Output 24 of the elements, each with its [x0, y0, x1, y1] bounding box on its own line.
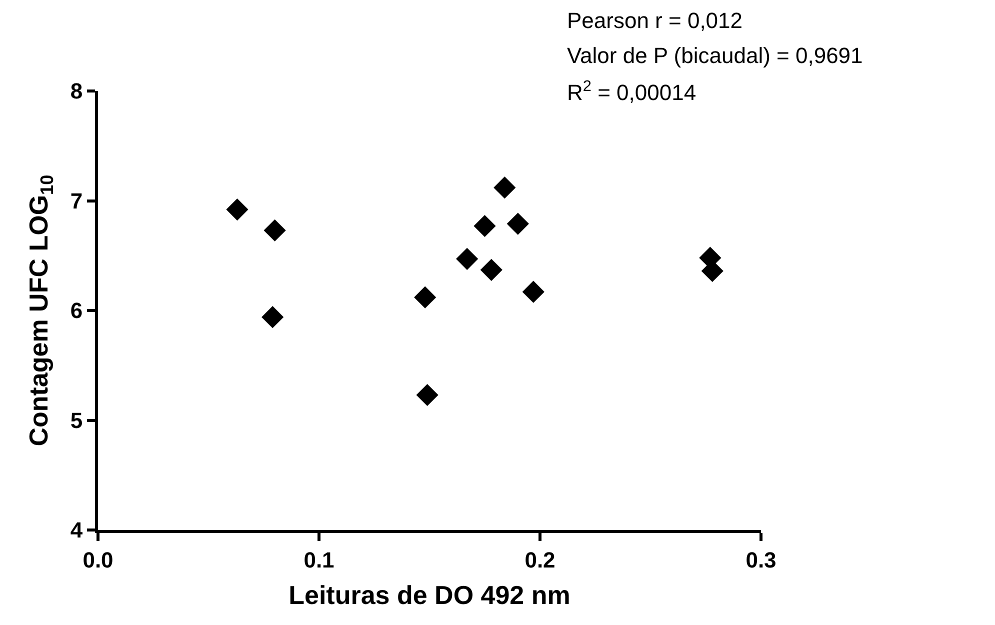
x-tick-label: 0.0	[82, 547, 114, 572]
text: Pearson r = 0,012	[567, 8, 743, 33]
point	[226, 198, 248, 221]
x-tick-label: 0.2	[524, 547, 556, 572]
y-tick-label: 4	[70, 518, 84, 543]
point	[264, 219, 286, 242]
point	[480, 258, 502, 281]
point	[494, 176, 516, 199]
point	[474, 214, 496, 238]
point	[506, 212, 529, 235]
x-axis-title: Leituras de DO 492 nm	[288, 580, 570, 610]
point	[522, 280, 544, 303]
annotation: R$^{2}$ = 0,00014	[567, 78, 696, 106]
text: Valor de P (bicaudal) = 0,9691	[567, 43, 863, 68]
point	[416, 384, 438, 406]
point	[262, 306, 284, 328]
y-tick-label: 6	[70, 298, 83, 324]
y-tick-label: 7	[70, 188, 83, 214]
x-tick-label: 0.1	[304, 547, 334, 572]
point	[456, 248, 478, 270]
point	[414, 286, 436, 308]
y-tick-label: 8	[70, 78, 83, 104]
y-tick-label: 5	[70, 408, 83, 433]
x-tick-label: 0.3	[746, 547, 776, 572]
